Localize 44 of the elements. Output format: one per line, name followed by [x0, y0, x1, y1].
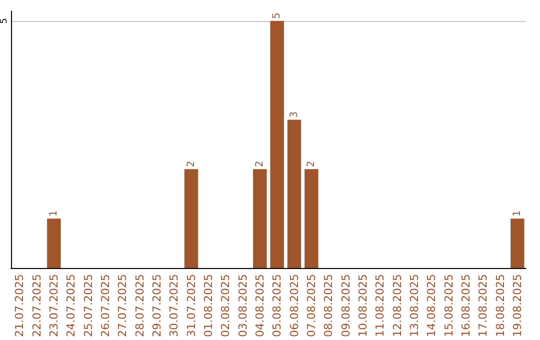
x-tick-label: 16.08.2025 — [459, 274, 472, 337]
x-tick-label: 04.08.2025 — [253, 274, 266, 337]
bar — [510, 218, 524, 268]
x-tick-label: 06.08.2025 — [288, 274, 301, 337]
bar — [270, 20, 284, 268]
data-label: 2 — [186, 160, 197, 168]
x-tick-label: 26.07.2025 — [98, 274, 112, 337]
data-label: 1 — [48, 210, 60, 217]
x-tick-label: 12.08.2025 — [390, 274, 404, 337]
x-tick-label: 10.08.2025 — [356, 274, 370, 337]
x-tick-label: 29.07.2025 — [150, 274, 164, 337]
x-tick-label: 25.07.2025 — [82, 274, 95, 337]
x-tick-label: 13.08.2025 — [408, 274, 421, 337]
data-label: 1 — [512, 210, 523, 217]
x-tick-label: 31.07.2025 — [184, 274, 198, 337]
x-tick-label: 09.08.2025 — [339, 274, 352, 337]
x-tick-label: 02.08.2025 — [219, 274, 232, 337]
x-tick-label: 30.07.2025 — [168, 274, 181, 337]
data-label: 3 — [288, 111, 300, 118]
bar — [253, 169, 267, 268]
data-label: 2 — [306, 160, 317, 168]
bar — [47, 218, 61, 268]
x-tick-label: 24.07.2025 — [64, 274, 78, 337]
bar — [184, 169, 198, 268]
x-tick-label: 17.08.2025 — [476, 274, 490, 337]
bar — [287, 120, 302, 268]
x-tick-label: 07.08.2025 — [304, 274, 318, 337]
x-tick-label: 18.08.2025 — [494, 274, 507, 337]
x-tick-label: 14.08.2025 — [425, 274, 438, 337]
data-label: 5 — [272, 12, 283, 19]
x-tick-label: 19.08.2025 — [510, 274, 524, 337]
data-label: 2 — [254, 160, 266, 168]
bar — [304, 169, 318, 268]
x-tick-label: 22.07.2025 — [30, 274, 44, 337]
x-tick-label: 05.08.2025 — [270, 274, 284, 337]
x-tick-label: 03.08.2025 — [236, 274, 250, 337]
x-tick-label: 23.07.2025 — [47, 274, 60, 337]
x-tick-label: 15.08.2025 — [442, 274, 456, 337]
x-tick-label: 21.07.2025 — [13, 274, 26, 337]
x-tick-label: 28.07.2025 — [133, 274, 146, 337]
x-tick-label: 11.08.2025 — [374, 274, 387, 337]
x-tick-label: 08.08.2025 — [322, 274, 336, 337]
x-tick-label: 27.07.2025 — [116, 274, 130, 337]
x-tick-label: 01.08.2025 — [202, 274, 215, 337]
